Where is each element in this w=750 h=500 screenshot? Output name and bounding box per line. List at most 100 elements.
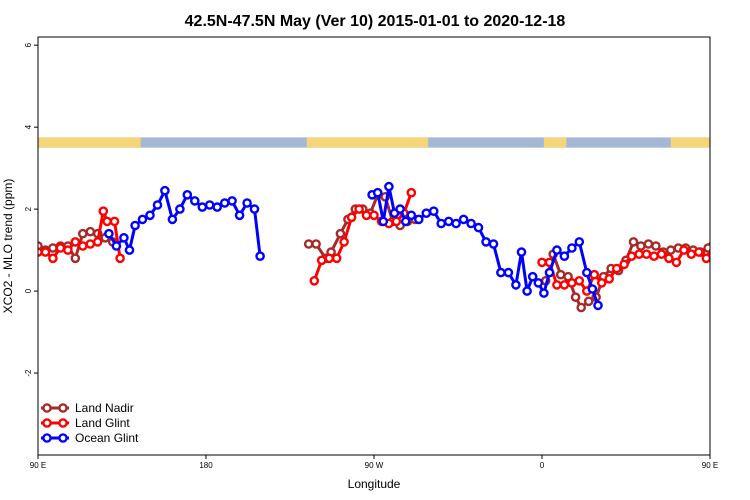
data-point-land-glint — [109, 216, 120, 227]
data-point-land-glint — [619, 259, 629, 270]
x-tick-label: 0 — [540, 461, 545, 470]
x-tick-label: 90 E — [30, 461, 46, 470]
data-point-land-nadir — [303, 239, 314, 249]
x-tick-label: 90 W — [365, 461, 384, 470]
chart-title: 42.5N-47.5N May (Ver 10) 2015-01-01 to 2… — [185, 13, 566, 30]
data-point-ocean-glint — [130, 220, 140, 231]
data-point-ocean-glint — [227, 196, 237, 206]
data-point-land-nadir — [712, 247, 719, 254]
y-axis: -2 0 2 4 6 — [24, 42, 38, 377]
series-layer — [38, 181, 750, 313]
data-point-ocean-glint — [559, 251, 570, 262]
data-point-ocean-glint — [443, 216, 454, 227]
data-point-ocean-glint — [744, 232, 750, 239]
data-point-land-nadir — [70, 253, 81, 264]
land-ocean-strip — [38, 137, 710, 148]
data-point-land-glint — [611, 263, 622, 274]
data-point-land-glint — [552, 280, 562, 290]
data-point-land-glint — [641, 249, 652, 259]
data-point-ocean-glint — [451, 218, 461, 229]
data-point-land-glint — [391, 216, 402, 227]
data-point-ocean-glint — [160, 185, 170, 196]
data-point-land-nadir — [335, 228, 346, 239]
data-point-ocean-glint — [593, 300, 603, 311]
data-point-ocean-glint — [496, 267, 506, 278]
data-point-ocean-glint — [552, 245, 562, 255]
data-point-land-glint — [115, 253, 125, 264]
legend-label: Land Nadir — [75, 401, 134, 415]
data-point-land-glint — [339, 237, 349, 247]
data-point-ocean-glint — [421, 208, 432, 218]
data-point-land-glint — [701, 253, 710, 264]
data-point-land-glint — [361, 210, 372, 221]
data-point-land-glint — [369, 210, 379, 221]
legend-marker — [42, 403, 52, 413]
data-point-ocean-glint — [167, 214, 178, 225]
data-point-land-glint — [324, 253, 335, 264]
data-point-ocean-glint — [522, 286, 532, 296]
legend-marker — [42, 418, 52, 428]
data-point-land-glint — [718, 240, 725, 247]
data-point-ocean-glint — [413, 214, 424, 225]
data-point-land-glint — [626, 251, 637, 262]
data-point-land-glint — [740, 240, 747, 247]
data-point-land-nadir — [48, 243, 58, 253]
data-point-ocean-glint — [234, 210, 245, 221]
data-point-ocean-glint — [481, 237, 491, 247]
data-point-ocean-glint — [124, 245, 135, 255]
data-point-land-glint — [604, 273, 615, 284]
data-point-land-nadir — [720, 257, 727, 264]
data-point-land-nadir — [651, 241, 661, 251]
legend-marker — [58, 433, 68, 443]
x-tick-label: 180 — [199, 461, 213, 470]
data-point-land-glint — [596, 278, 607, 288]
data-point-ocean-glint — [527, 271, 538, 282]
data-point-ocean-glint — [212, 202, 222, 212]
data-point-ocean-glint — [400, 216, 411, 227]
y-tick-label: 0 — [24, 288, 33, 293]
data-point-land-glint — [346, 212, 357, 223]
data-point-land-glint — [589, 269, 600, 280]
data-point-ocean-glint — [372, 187, 383, 198]
data-point-land-nadir — [727, 230, 734, 237]
legend-label: Land Glint — [75, 416, 130, 430]
data-point-land-glint — [63, 245, 73, 255]
data-point-ocean-glint — [473, 222, 484, 233]
legend-marker — [58, 418, 68, 428]
data-point-ocean-glint — [255, 251, 265, 262]
data-point-land-nadir — [570, 292, 581, 303]
data-point-land-glint — [70, 237, 81, 247]
data-point-ocean-glint — [503, 267, 514, 278]
data-point-land-nadir — [703, 243, 710, 253]
data-point-land-glint — [98, 206, 109, 216]
data-point-ocean-glint — [145, 210, 155, 221]
data-point-land-glint — [686, 249, 697, 259]
data-point-land-glint — [406, 187, 417, 198]
x-tick-label: 90 E — [702, 461, 718, 470]
land-strip-segment — [38, 137, 141, 148]
data-point-land-glint — [567, 278, 577, 288]
data-point-ocean-glint — [384, 181, 394, 192]
data-point-ocean-glint — [436, 218, 447, 229]
data-point-ocean-glint — [104, 228, 114, 239]
data-point-ocean-glint — [189, 196, 200, 206]
data-point-ocean-glint — [137, 214, 148, 225]
data-point-land-glint — [664, 253, 674, 264]
data-point-ocean-glint — [249, 204, 260, 214]
data-point-ocean-glint — [736, 242, 743, 249]
data-point-land-nadir — [636, 241, 646, 251]
data-point-land-nadir — [576, 302, 587, 313]
data-point-land-glint — [85, 239, 96, 249]
data-point-ocean-glint — [219, 198, 230, 208]
legend-label: Ocean Glint — [75, 431, 139, 445]
legend-item-land-nadir: Land Nadir — [41, 401, 134, 415]
y-tick-label: 2 — [24, 206, 33, 211]
data-point-ocean-glint — [428, 206, 439, 216]
legend-marker — [42, 433, 52, 443]
data-point-land-nadir — [85, 226, 96, 237]
x-axis: 90 E 180 90 W 0 90 E — [30, 455, 718, 470]
data-point-land-glint — [354, 204, 364, 214]
x-axis-label: Longitude — [348, 477, 401, 491]
